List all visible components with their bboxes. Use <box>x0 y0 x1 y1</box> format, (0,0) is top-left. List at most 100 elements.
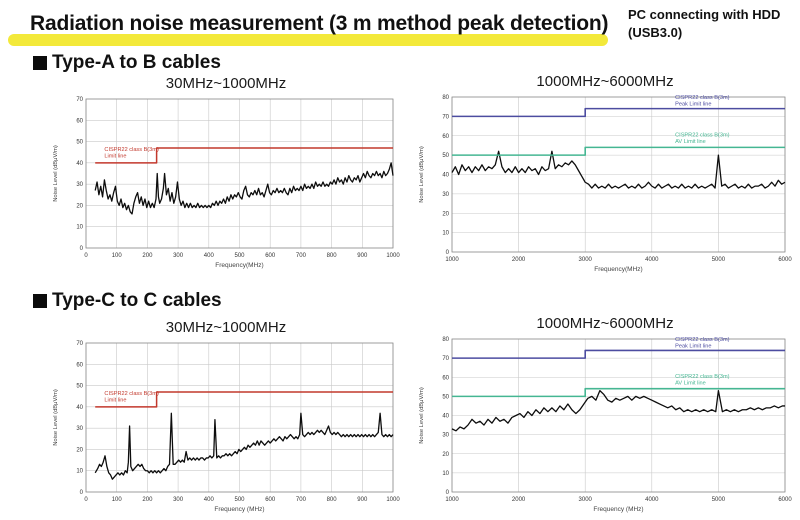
series-cispr22-class-b-3m-av-limit-line <box>452 146 785 156</box>
series-measured-noise-peak <box>451 389 785 432</box>
x-axis-label: Frequency(MHz) <box>215 262 263 269</box>
y-tick-label: 20 <box>76 447 83 453</box>
x-tick-label: 0 <box>84 497 88 503</box>
y-tick-label: 40 <box>76 161 83 167</box>
limit-annotation-line: CISPR22 class B(3m) <box>675 133 730 139</box>
chart-canvas: 0 100 200 300 400 500 600 700 800 900 1000 0 10 20 30 4… <box>53 341 400 513</box>
x-tick-labels: 0 100 200 300 400 500 600 700 800 900 1000 <box>84 253 400 259</box>
chart-title: 1000MHz~6000MHz <box>536 73 674 90</box>
y-tick-labels: 0 10 20 30 40 50 60 70 80 <box>442 337 449 496</box>
page-title: Radiation noise measurement (3 m method … <box>30 12 609 35</box>
x-tick-label: 400 <box>204 253 215 259</box>
y-tick-label: 0 <box>446 250 450 256</box>
section-header-type-c-to-c: Type-C to C cables <box>33 290 222 312</box>
y-axis-label: Noise Level (dBμV/m) <box>53 145 59 202</box>
series-cispr22-class-b-3m-limit-line <box>95 391 393 408</box>
limit-annotation-line: Peak Limit line <box>675 343 711 349</box>
x-tick-label: 6000 <box>778 257 792 263</box>
section-header-type-a-to-b: Type-A to B cables <box>33 52 221 74</box>
y-tick-label: 80 <box>442 95 449 101</box>
limit-annotation-line: AV Limit line <box>675 380 706 386</box>
y-tick-label: 30 <box>442 192 449 198</box>
limit-annotation: CISPR22 class B(3m)AV Limit line <box>675 374 730 386</box>
section-bullet-icon <box>33 56 47 70</box>
chart-title: 30MHz~1000MHz <box>165 319 287 336</box>
plot-frame <box>85 342 394 493</box>
limit-annotation: CISPR22 class B(3m)Limit line <box>104 391 159 403</box>
y-tick-label: 70 <box>76 341 83 347</box>
section-bullet-icon <box>33 294 47 308</box>
plot-frame <box>451 96 786 253</box>
x-tick-labels: 1000 2000 3000 4000 5000 6000 <box>445 497 792 503</box>
series-cispr22-class-b-3m-av-limit-line <box>452 387 785 398</box>
y-tick-label: 70 <box>442 356 449 362</box>
y-axis-label: Noise Level (dBμV/m) <box>419 146 425 203</box>
x-tick-label: 900 <box>357 497 368 503</box>
x-tick-label: 1000 <box>445 257 459 263</box>
limit-annotation: CISPR22 class B(3m)AV Limit line <box>675 133 730 145</box>
x-tick-label: 300 <box>173 497 184 503</box>
section-label: Type-C to C cables <box>52 290 222 311</box>
config-note: PC connecting with HDD (USB3.0) <box>628 6 780 41</box>
limit-annotation-line: CISPR22 class B(3m) <box>675 337 730 343</box>
grid <box>451 338 786 493</box>
y-tick-label: 60 <box>76 118 83 124</box>
y-axis-label: Noise Level (dBμV/m) <box>419 387 425 444</box>
y-tick-label: 60 <box>442 134 449 140</box>
x-tick-label: 1000 <box>445 497 459 503</box>
series-cispr22-class-b-3m-peak-limit-line <box>452 107 785 118</box>
y-tick-label: 30 <box>76 182 83 188</box>
x-tick-labels: 1000 2000 3000 4000 5000 6000 <box>445 257 792 263</box>
config-note-line1: PC connecting with HDD <box>628 7 781 22</box>
y-tick-label: 70 <box>76 97 83 103</box>
y-tick-label: 10 <box>442 231 449 237</box>
chart-canvas: 0 100 200 300 400 500 600 700 800 900 1000 0 10 20 30 4… <box>53 97 400 269</box>
config-note-line2: (USB3.0) <box>628 24 683 40</box>
y-tick-label: 60 <box>442 375 449 381</box>
chart-canvas: 1000 2000 3000 4000 5000 6000 0 10 20 30 40 50 60 70 8… <box>419 95 792 273</box>
x-tick-label: 3000 <box>579 497 593 503</box>
y-tick-label: 50 <box>442 153 449 159</box>
y-tick-label: 20 <box>442 211 449 217</box>
x-tick-label: 100 <box>112 253 123 259</box>
x-tick-label: 400 <box>204 497 215 503</box>
x-tick-label: 2000 <box>512 257 526 263</box>
limit-annotation: CISPR22 class B(3m)Limit line <box>104 147 159 159</box>
y-tick-label: 40 <box>442 173 449 179</box>
y-tick-labels: 0 10 20 30 40 50 60 70 <box>76 97 83 252</box>
grid <box>451 96 786 253</box>
page-title-wrap: Radiation noise measurement (3 m method … <box>8 12 609 46</box>
limit-annotation-line: Limit line <box>104 397 126 403</box>
x-tick-label: 600 <box>265 497 276 503</box>
x-tick-label: 200 <box>142 497 153 503</box>
y-tick-label: 20 <box>442 452 449 458</box>
x-tick-label: 5000 <box>712 497 726 503</box>
y-tick-label: 50 <box>76 140 83 146</box>
x-tick-label: 4000 <box>645 257 659 263</box>
plot-frame <box>451 338 786 493</box>
series-measured-noise-peak <box>94 412 394 480</box>
limit-annotation: CISPR22 class B(3m)Peak Limit line <box>675 95 730 107</box>
y-tick-label: 80 <box>442 337 449 343</box>
y-tick-label: 0 <box>80 490 84 496</box>
x-tick-label: 6000 <box>778 497 792 503</box>
chart-type-c-c-1000-6000: 1000MHz~6000MHz 1000 2000 3000 4000 5000 6000… <box>416 314 794 520</box>
limit-annotation-line: CISPR22 class B(3m) <box>104 147 159 153</box>
y-tick-label: 20 <box>76 203 83 209</box>
x-tick-label: 2000 <box>512 497 526 503</box>
x-tick-label: 4000 <box>645 497 659 503</box>
grid <box>85 98 394 249</box>
chart-canvas: 1000 2000 3000 4000 5000 6000 0 10 20 30 40 50 60 70 8… <box>419 337 792 513</box>
limit-annotation-line: Peak Limit line <box>675 101 711 107</box>
chart-title: 30MHz~1000MHz <box>165 75 287 92</box>
y-tick-label: 70 <box>442 114 449 120</box>
x-tick-label: 700 <box>296 253 307 259</box>
limit-annotation: CISPR22 class B(3m)Peak Limit line <box>675 337 730 349</box>
y-tick-labels: 0 10 20 30 40 50 60 70 <box>76 341 83 496</box>
x-tick-label: 1000 <box>386 253 400 259</box>
x-tick-label: 600 <box>265 253 276 259</box>
limit-annotation-line: AV Limit line <box>675 139 706 145</box>
x-tick-label: 800 <box>327 253 338 259</box>
x-tick-labels: 0 100 200 300 400 500 600 700 800 900 1000 <box>84 497 400 503</box>
